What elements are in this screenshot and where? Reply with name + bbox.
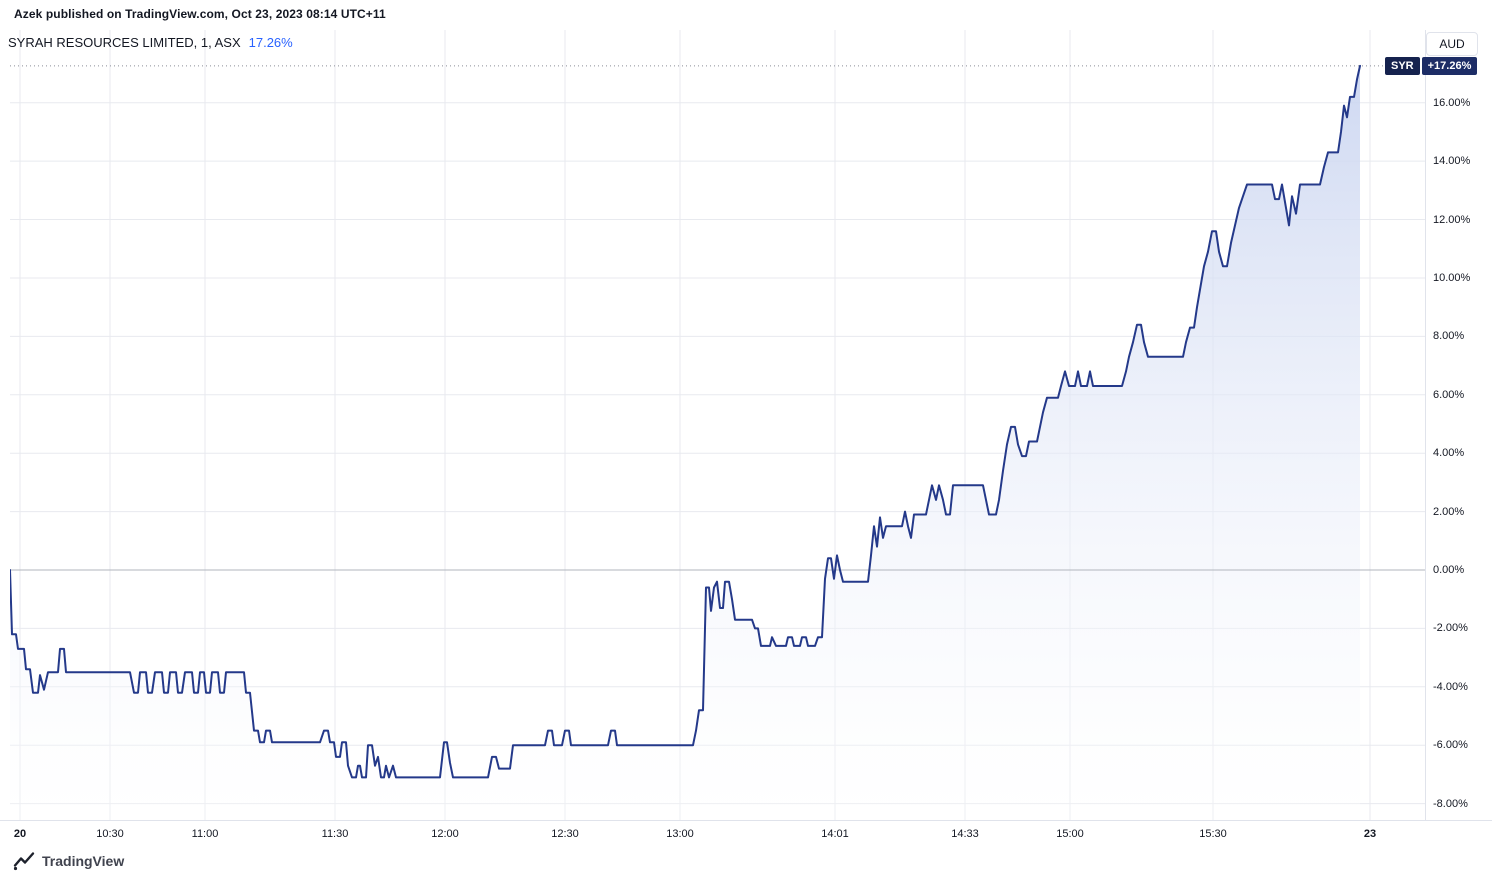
time-axis-label: 15:00: [1056, 828, 1084, 840]
price-axis-label: -6.00%: [1433, 739, 1468, 751]
change-percent-value: 17.26%: [248, 35, 293, 50]
time-axis-label: 10:30: [96, 828, 124, 840]
attribution-text: Azek published on TradingView.com, Oct 2…: [14, 7, 386, 21]
price-axis-label: -2.00%: [1433, 622, 1468, 634]
time-axis-label: 11:00: [191, 828, 219, 840]
price-axis-label: 14.00%: [1433, 155, 1471, 167]
time-axis-label: 15:30: [1199, 828, 1227, 840]
time-axis-label: 23: [1363, 828, 1377, 840]
price-axis-label: 16.00%: [1433, 97, 1471, 109]
price-axis-label: 0.00%: [1433, 564, 1465, 576]
price-axis-label: 8.00%: [1433, 330, 1465, 342]
price-axis-label: 10.00%: [1433, 272, 1471, 284]
price-axis-label: 6.00%: [1433, 389, 1465, 401]
footer-brand[interactable]: TradingView: [13, 849, 124, 873]
price-axis-label: 12.00%: [1433, 214, 1471, 226]
tradingview-wordmark[interactable]: TradingView: [42, 853, 125, 869]
last-price-label: SYR +17.26%: [1385, 57, 1478, 75]
time-axis-label: 14:33: [951, 828, 979, 840]
price-axis-label: -8.00%: [1433, 798, 1468, 810]
price-chart-plot[interactable]: [10, 30, 1425, 820]
symbol-title[interactable]: SYRAH RESOURCES LIMITED, 1, ASX: [8, 35, 241, 50]
price-axis[interactable]: 16.00% 14.00% 12.00% 10.00% 8.00% 6.00% 4.00% 2…: [1425, 30, 1492, 820]
time-axis-label: 12:00: [431, 828, 459, 840]
time-axis[interactable]: 20 10:30 11:00 11:30 12:00 12:30 13:00 14:01 14:…: [0, 820, 1492, 851]
time-axis-label: 12:30: [551, 828, 579, 840]
currency-button[interactable]: AUD: [1426, 32, 1478, 56]
time-axis-label: 20: [13, 828, 27, 840]
price-change-badge: +17.26%: [1421, 57, 1478, 75]
chart-panel: SYRAH RESOURCES LIMITED, 1, ASX 17.26% AU…: [0, 30, 1492, 850]
price-axis-label: 4.00%: [1433, 447, 1465, 459]
tradingview-logo-icon: [13, 852, 35, 871]
price-axis-label: 2.00%: [1433, 506, 1465, 518]
time-axis-label: 14:01: [821, 828, 849, 840]
time-axis-label: 11:30: [321, 828, 349, 840]
chart-legend[interactable]: SYRAH RESOURCES LIMITED, 1, ASX 17.26%: [8, 35, 293, 50]
price-axis-label: -4.00%: [1433, 681, 1468, 693]
time-axis-label: 13:00: [666, 828, 694, 840]
ticker-badge: SYR: [1385, 57, 1420, 75]
